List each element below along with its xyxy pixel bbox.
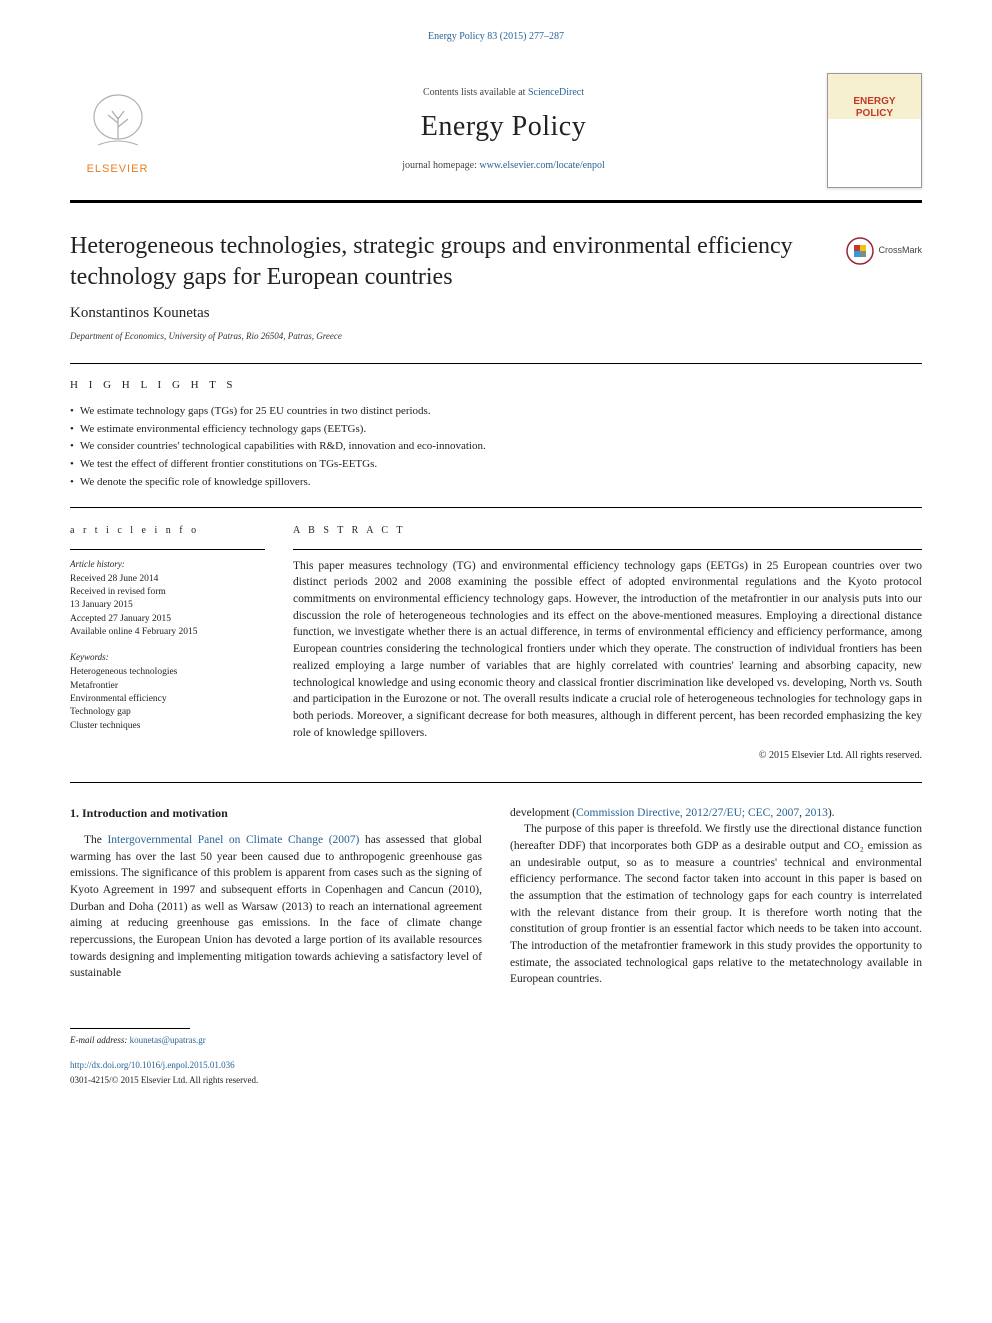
journal-header: ELSEVIER Contents lists available at Sci… [70, 63, 922, 203]
history-label: Article history: [70, 558, 265, 571]
history-line: Received in revised form [70, 586, 265, 599]
abstract-column: A B S T R A C T This paper measures tech… [293, 524, 922, 763]
journal-ref-link[interactable]: Energy Policy 83 (2015) 277–287 [428, 31, 564, 42]
highlight-item: We estimate technology gaps (TGs) for 25… [70, 404, 922, 420]
body-left-column: 1. Introduction and motivation The Inter… [70, 805, 482, 988]
contents-available: Contents lists available at ScienceDirec… [180, 86, 827, 101]
highlights-heading: H I G H L I G H T S [70, 378, 922, 394]
journal-reference: Energy Policy 83 (2015) 277–287 [70, 30, 922, 45]
body-paragraph: The purpose of this paper is threefold. … [510, 821, 922, 988]
history-line: 13 January 2015 [70, 599, 265, 612]
abstract-text: This paper measures technology (TG) and … [293, 558, 922, 741]
doi-line: http://dx.doi.org/10.1016/j.enpol.2015.0… [70, 1059, 922, 1072]
divider [70, 782, 922, 783]
doi-link[interactable]: http://dx.doi.org/10.1016/j.enpol.2015.0… [70, 1060, 235, 1070]
body-right-column: development (Commission Directive, 2012/… [510, 805, 922, 988]
cover-line1: ENERGY [853, 96, 895, 107]
divider [70, 507, 922, 508]
highlight-item: We estimate environmental efficiency tec… [70, 422, 922, 438]
homepage-link[interactable]: www.elsevier.com/locate/enpol [479, 160, 604, 171]
elsevier-tree-icon [78, 89, 158, 159]
email-line: E-mail address: kounetas@upatras.gr [70, 1034, 922, 1047]
article-info-column: a r t i c l e i n f o Article history: R… [70, 524, 265, 763]
crossmark-label: CrossMark [878, 244, 922, 257]
keyword: Heterogeneous technologies [70, 666, 265, 679]
crossmark-badge[interactable]: CrossMark [846, 237, 922, 265]
author-affiliation: Department of Economics, University of P… [70, 330, 922, 343]
crossmark-icon [846, 237, 874, 265]
keyword: Environmental efficiency [70, 693, 265, 706]
journal-cover-thumbnail: ENERGY POLICY [827, 73, 922, 188]
body-paragraph: development (Commission Directive, 2012/… [510, 805, 922, 822]
highlights-section: H I G H L I G H T S We estimate technolo… [70, 378, 922, 492]
section-1-heading: 1. Introduction and motivation [70, 805, 482, 822]
keywords-label: Keywords: [70, 651, 265, 664]
elsevier-label: ELSEVIER [87, 162, 149, 178]
article-info-heading: a r t i c l e i n f o [70, 524, 265, 539]
meta-abstract-row: a r t i c l e i n f o Article history: R… [70, 524, 922, 763]
body-paragraph: The Intergovernmental Panel on Climate C… [70, 832, 482, 982]
elsevier-logo: ELSEVIER [70, 83, 165, 178]
abstract-copyright: © 2015 Elsevier Ltd. All rights reserved… [293, 749, 922, 764]
issn-line: 0301-4215/© 2015 Elsevier Ltd. All right… [70, 1074, 922, 1087]
journal-homepage: journal homepage: www.elsevier.com/locat… [180, 159, 827, 174]
history-line: Received 28 June 2014 [70, 573, 265, 586]
title-block: Heterogeneous technologies, strategic gr… [70, 231, 922, 343]
email-link[interactable]: kounetas@upatras.gr [130, 1035, 206, 1045]
keywords-list: Heterogeneous technologies Metafrontier … [70, 666, 265, 732]
journal-name: Energy Policy [180, 107, 827, 148]
article-title: Heterogeneous technologies, strategic gr… [70, 231, 922, 293]
footer-divider [70, 1028, 190, 1029]
highlight-item: We test the effect of different frontier… [70, 457, 922, 473]
citation-link[interactable]: Commission Directive, 2012/27/EU; CEC, 2… [576, 807, 799, 819]
history-line: Accepted 27 January 2015 [70, 613, 265, 626]
cover-line2: POLICY [856, 108, 893, 119]
highlight-item: We consider countries' technological cap… [70, 439, 922, 455]
sciencedirect-link[interactable]: ScienceDirect [528, 87, 584, 98]
citation-link[interactable]: Intergovernmental Panel on Climate Chang… [107, 834, 359, 846]
footer: E-mail address: kounetas@upatras.gr http… [70, 1028, 922, 1087]
citation-link[interactable]: 2013 [805, 807, 828, 819]
header-center: Contents lists available at ScienceDirec… [180, 86, 827, 174]
abstract-heading: A B S T R A C T [293, 524, 922, 539]
highlights-list: We estimate technology gaps (TGs) for 25… [70, 404, 922, 492]
history-lines: Received 28 June 2014 Received in revise… [70, 573, 265, 639]
keyword: Cluster techniques [70, 720, 265, 733]
divider [70, 363, 922, 364]
body-columns: 1. Introduction and motivation The Inter… [70, 805, 922, 988]
history-line: Available online 4 February 2015 [70, 626, 265, 639]
author-name: Konstantinos Kounetas [70, 303, 922, 325]
keyword: Metafrontier [70, 680, 265, 693]
keyword: Technology gap [70, 706, 265, 719]
highlight-item: We denote the specific role of knowledge… [70, 475, 922, 491]
